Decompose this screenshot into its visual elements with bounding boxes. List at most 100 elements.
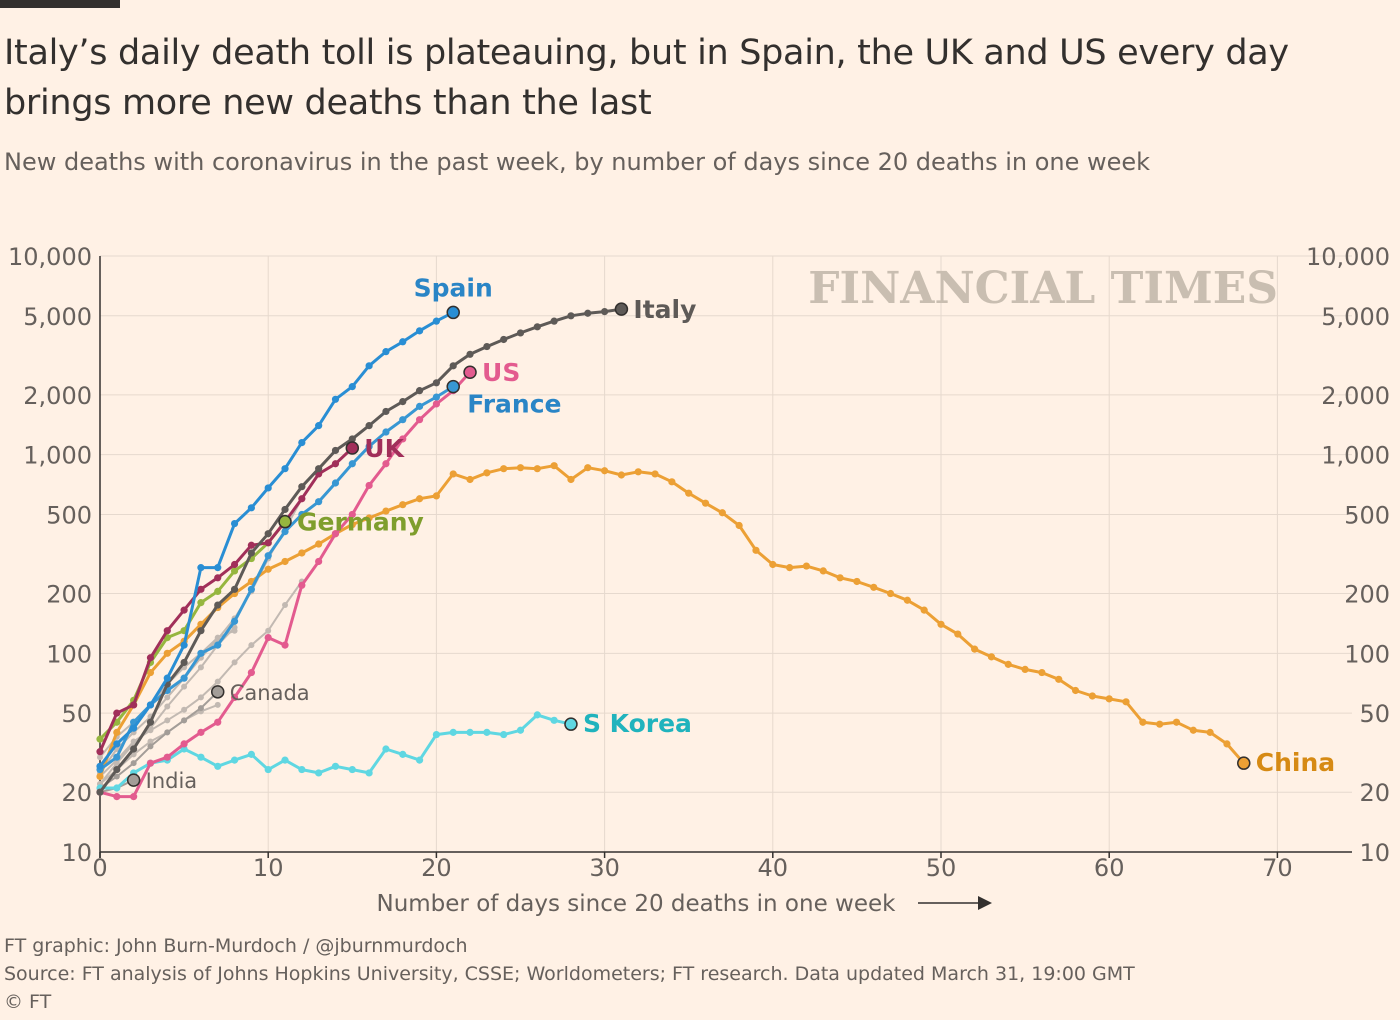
data-point-china — [382, 507, 390, 515]
financial-times-watermark: FINANCIAL TIMES — [808, 263, 1278, 314]
data-point-china — [1122, 698, 1130, 706]
y-tick-label-right: 5,000 — [1321, 303, 1390, 331]
end-marker-italy — [614, 302, 629, 316]
data-point-china — [281, 557, 289, 566]
data-point-s-korea — [298, 765, 306, 774]
data-point-china — [415, 495, 424, 503]
data-point-others-4 — [97, 754, 103, 761]
data-point-s-korea — [516, 726, 525, 734]
series-italy — [96, 307, 622, 796]
series-line-us — [99, 371, 472, 799]
data-point-others-3 — [231, 659, 238, 666]
data-point-spain — [230, 519, 239, 528]
data-point-others-3 — [214, 678, 221, 685]
x-tick-label: 40 — [758, 854, 789, 882]
data-point-s-korea — [415, 756, 424, 764]
data-point-italy — [533, 323, 541, 331]
data-point-france — [214, 641, 222, 649]
series-line-canada — [99, 691, 219, 789]
y-tick-label-left: 5,000 — [23, 303, 92, 331]
data-point-uk — [247, 541, 255, 549]
data-point-canada — [197, 705, 204, 712]
data-point-spain — [281, 465, 289, 473]
data-point-canada — [113, 773, 120, 780]
data-point-china — [500, 465, 508, 473]
data-point-s-korea — [550, 716, 558, 724]
data-point-china — [1139, 718, 1147, 726]
x-tick-label: 60 — [1094, 854, 1125, 882]
data-point-uk — [96, 748, 104, 756]
data-point-italy — [584, 309, 592, 317]
data-point-us — [247, 668, 255, 677]
data-point-uk — [197, 585, 205, 593]
data-point-others-3 — [164, 717, 171, 724]
data-point-spain — [197, 564, 205, 572]
data-point-italy — [449, 362, 457, 370]
series-s-korea — [96, 711, 572, 792]
data-point-france — [197, 649, 205, 657]
data-point-china — [1156, 720, 1164, 728]
data-point-others-3 — [147, 727, 154, 734]
data-point-china — [903, 596, 911, 604]
data-point-china — [886, 589, 895, 598]
data-point-italy — [130, 745, 138, 753]
data-point-us — [163, 753, 171, 761]
footer-copyright: © FT — [4, 991, 52, 1013]
data-point-italy — [315, 465, 323, 473]
data-point-china — [449, 470, 457, 478]
data-point-china — [1088, 692, 1096, 700]
data-point-china — [769, 560, 777, 569]
data-point-france — [230, 617, 239, 625]
data-point-china — [584, 464, 592, 472]
data-point-us — [365, 481, 373, 490]
data-point-france — [264, 552, 272, 560]
data-point-china — [1105, 695, 1113, 703]
data-point-china — [853, 577, 861, 586]
data-point-china — [432, 492, 440, 500]
footer-credit: FT graphic: John Burn-Murdoch / @jburnmu… — [4, 935, 468, 957]
y-tick-label-right: 500 — [1344, 501, 1390, 529]
data-point-italy — [180, 658, 188, 667]
series-label-us: US — [482, 358, 520, 387]
data-point-spain — [130, 724, 138, 732]
y-tick-label-right: 10,000 — [1306, 243, 1390, 271]
data-point-china — [701, 499, 710, 507]
data-point-china — [1004, 660, 1012, 668]
data-point-china — [483, 469, 491, 477]
data-point-others-3 — [181, 706, 188, 713]
data-point-china — [920, 606, 928, 614]
data-point-s-korea — [500, 730, 508, 739]
y-tick-label-left: 1,000 — [23, 442, 92, 470]
ft-top-bar — [0, 0, 120, 8]
data-point-italy — [96, 788, 104, 796]
series-label-canada: Canada — [230, 681, 310, 705]
y-tick-label-right: 2,000 — [1321, 382, 1390, 410]
data-point-uk — [163, 627, 171, 635]
data-point-spain — [96, 762, 104, 770]
series-label-india: India — [146, 769, 198, 793]
data-point-germany — [96, 735, 104, 743]
series-spain — [96, 311, 454, 770]
data-point-s-korea — [533, 711, 541, 719]
x-axis-arrow — [918, 896, 992, 910]
data-point-china — [634, 468, 642, 476]
data-point-spain — [113, 740, 121, 748]
data-point-italy — [432, 379, 440, 387]
y-tick-label-left: 50 — [61, 700, 92, 728]
data-point-italy — [567, 312, 575, 320]
end-marker-germany — [278, 514, 292, 529]
series-line-italy — [98, 307, 622, 794]
data-point-us — [214, 718, 222, 726]
data-point-china — [466, 475, 474, 484]
data-point-s-korea — [197, 753, 205, 761]
data-point-uk — [298, 495, 306, 503]
data-point-others-4 — [214, 634, 221, 641]
end-marker-spain — [446, 305, 460, 320]
data-point-others-3 — [248, 642, 255, 649]
y-tick-label-right: 100 — [1344, 640, 1390, 668]
data-point-s-korea — [365, 769, 373, 777]
data-point-italy — [264, 530, 272, 538]
x-tick-label: 10 — [253, 854, 284, 882]
data-point-italy — [516, 329, 525, 337]
data-point-us — [348, 510, 356, 519]
